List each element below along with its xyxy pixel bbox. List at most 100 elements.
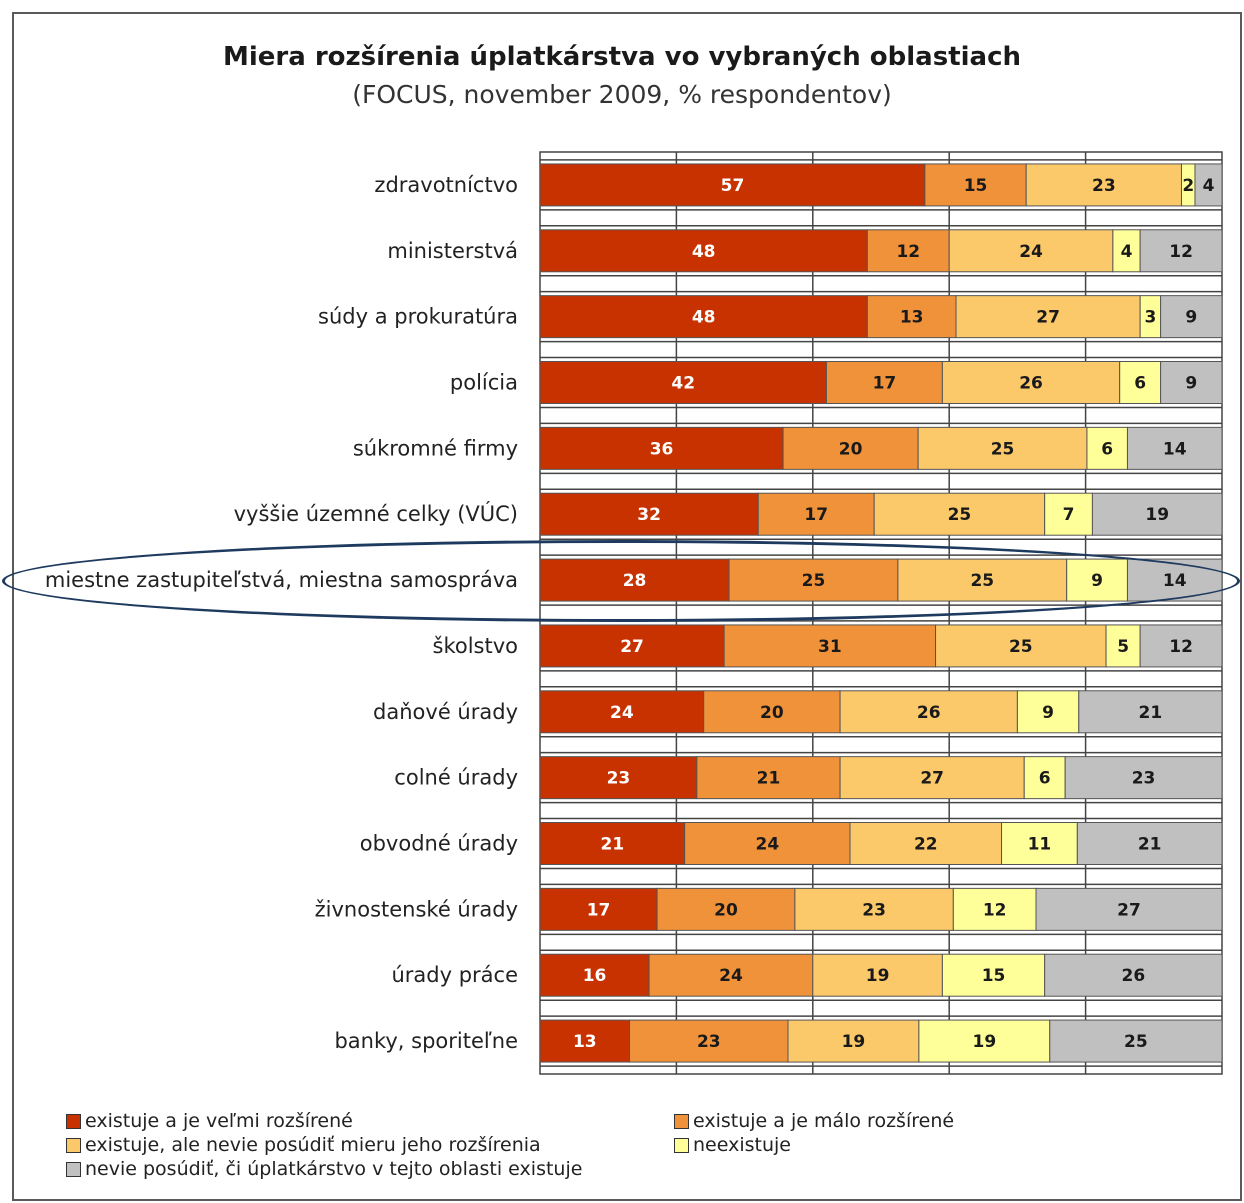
bar-segment (648, 953, 814, 997)
data-label: 48 (692, 242, 716, 262)
data-label: 17 (804, 505, 828, 525)
category-label: školstvo (433, 634, 519, 658)
category-label: úrady práce (391, 963, 518, 987)
bar-segment (684, 822, 851, 865)
bar-segment (1049, 1019, 1223, 1063)
bar-segment (839, 690, 1018, 734)
bar-segment (539, 953, 650, 997)
category-label: obvodné úrady (360, 832, 518, 856)
bar-segment (757, 492, 875, 536)
data-label: 23 (697, 1032, 721, 1052)
legend-label: neexistuje (693, 1134, 791, 1156)
legend-swatch (674, 1113, 689, 1129)
data-label: 25 (1009, 637, 1033, 657)
legend-label: nevie posúdiť, či úplatkárstvo v tejto o… (85, 1158, 583, 1180)
bar-segment (656, 887, 796, 931)
bar-segment (703, 690, 841, 734)
data-label: 19 (1145, 505, 1169, 525)
data-label: 13 (900, 308, 924, 328)
data-label: 27 (920, 769, 944, 789)
bar-segment (787, 1019, 920, 1063)
bar-segment (948, 229, 1114, 273)
bar-segment (1139, 229, 1223, 273)
category-label: zdravotníctvo (374, 173, 518, 197)
bar-segment (1025, 163, 1182, 207)
category-label: daňové úrady (373, 700, 518, 724)
data-label: 19 (842, 1032, 866, 1052)
bar-segment (1064, 756, 1223, 800)
data-label: 21 (1138, 835, 1162, 855)
bar-segment (866, 295, 957, 339)
data-label: 25 (948, 505, 972, 525)
data-label: 12 (983, 900, 1007, 920)
legend-item-very-widespread: existuje a je veľmi rozšírené (66, 1110, 353, 1132)
legend-item-little-widespread: existuje a je málo rozšírené (674, 1110, 954, 1132)
bar-segment (696, 756, 841, 800)
bar-segment (849, 822, 1003, 865)
legend-item-cannot-judge-existence: nevie posúdiť, či úplatkárstvo v tejto o… (66, 1158, 582, 1180)
data-label: 25 (1124, 1032, 1148, 1052)
data-label: 9 (1185, 308, 1197, 328)
bar-segment (1160, 361, 1223, 404)
data-label: 6 (1134, 374, 1146, 394)
legend-item-does-not-exist: neexistuje (674, 1134, 791, 1156)
bar-segment (918, 1019, 1051, 1063)
data-label: 15 (982, 966, 1006, 986)
data-label: 23 (1092, 176, 1116, 196)
category-label: colné úrady (394, 766, 518, 790)
chart-subtitle: (FOCUS, november 2009, % respondentov) (352, 80, 892, 109)
data-label: 23 (862, 900, 886, 920)
data-label: 26 (1122, 966, 1146, 986)
bar-segment (539, 822, 686, 865)
legend-item-cannot-judge-extent: existuje, ale nevie posúdiť mieru jeho r… (66, 1134, 541, 1156)
bar-segment (539, 295, 868, 339)
chart-frame (12, 12, 1242, 1201)
bar-segment (539, 1019, 631, 1063)
data-label: 19 (866, 966, 890, 986)
bar-segment (1160, 295, 1223, 339)
bar-segment (1105, 624, 1141, 668)
legend-swatch (674, 1137, 689, 1153)
bar-segment (629, 1019, 789, 1063)
highlight-ellipse (2, 540, 1240, 622)
data-label: 26 (917, 703, 941, 723)
data-label: 14 (1163, 439, 1187, 459)
bar-segment (1194, 163, 1223, 207)
bar-segment (952, 887, 1037, 931)
bar-segment (1139, 624, 1223, 668)
category-label: banky, sporiteľne (334, 1029, 518, 1053)
data-label: 25 (991, 439, 1015, 459)
data-label: 7 (1063, 505, 1075, 525)
bar-segment (782, 426, 919, 470)
data-label: 19 (972, 1032, 996, 1052)
data-label: 5 (1117, 637, 1129, 657)
bar-segment (1023, 756, 1066, 800)
bar-segment (539, 492, 759, 536)
data-label: 23 (607, 769, 631, 789)
category-label: živnostenské úrady (315, 897, 518, 921)
data-label: 24 (719, 966, 743, 986)
data-label: 24 (1019, 242, 1043, 262)
data-label: 31 (818, 637, 842, 657)
data-label: 12 (1169, 637, 1193, 657)
category-label: súkromné firmy (353, 436, 518, 460)
bar-segment (1035, 887, 1223, 931)
data-label: 6 (1039, 769, 1051, 789)
data-label: 36 (650, 439, 674, 459)
data-label: 17 (587, 900, 611, 920)
data-label: 22 (914, 835, 938, 855)
data-label: 15 (964, 176, 988, 196)
bar-segment (839, 756, 1025, 800)
bar-segment (794, 887, 954, 931)
data-label: 9 (1185, 374, 1197, 394)
bar-segment (539, 756, 698, 800)
legend-label: existuje a je veľmi rozšírené (85, 1110, 353, 1132)
data-label: 20 (714, 900, 738, 920)
category-label: polícia (450, 371, 518, 395)
data-label: 4 (1203, 176, 1215, 196)
legend-label: existuje a je málo rozšírené (693, 1110, 955, 1132)
bar-segment (1086, 426, 1128, 470)
bar-segment (539, 624, 725, 668)
data-label: 13 (573, 1032, 597, 1052)
bar-segment (825, 361, 943, 404)
